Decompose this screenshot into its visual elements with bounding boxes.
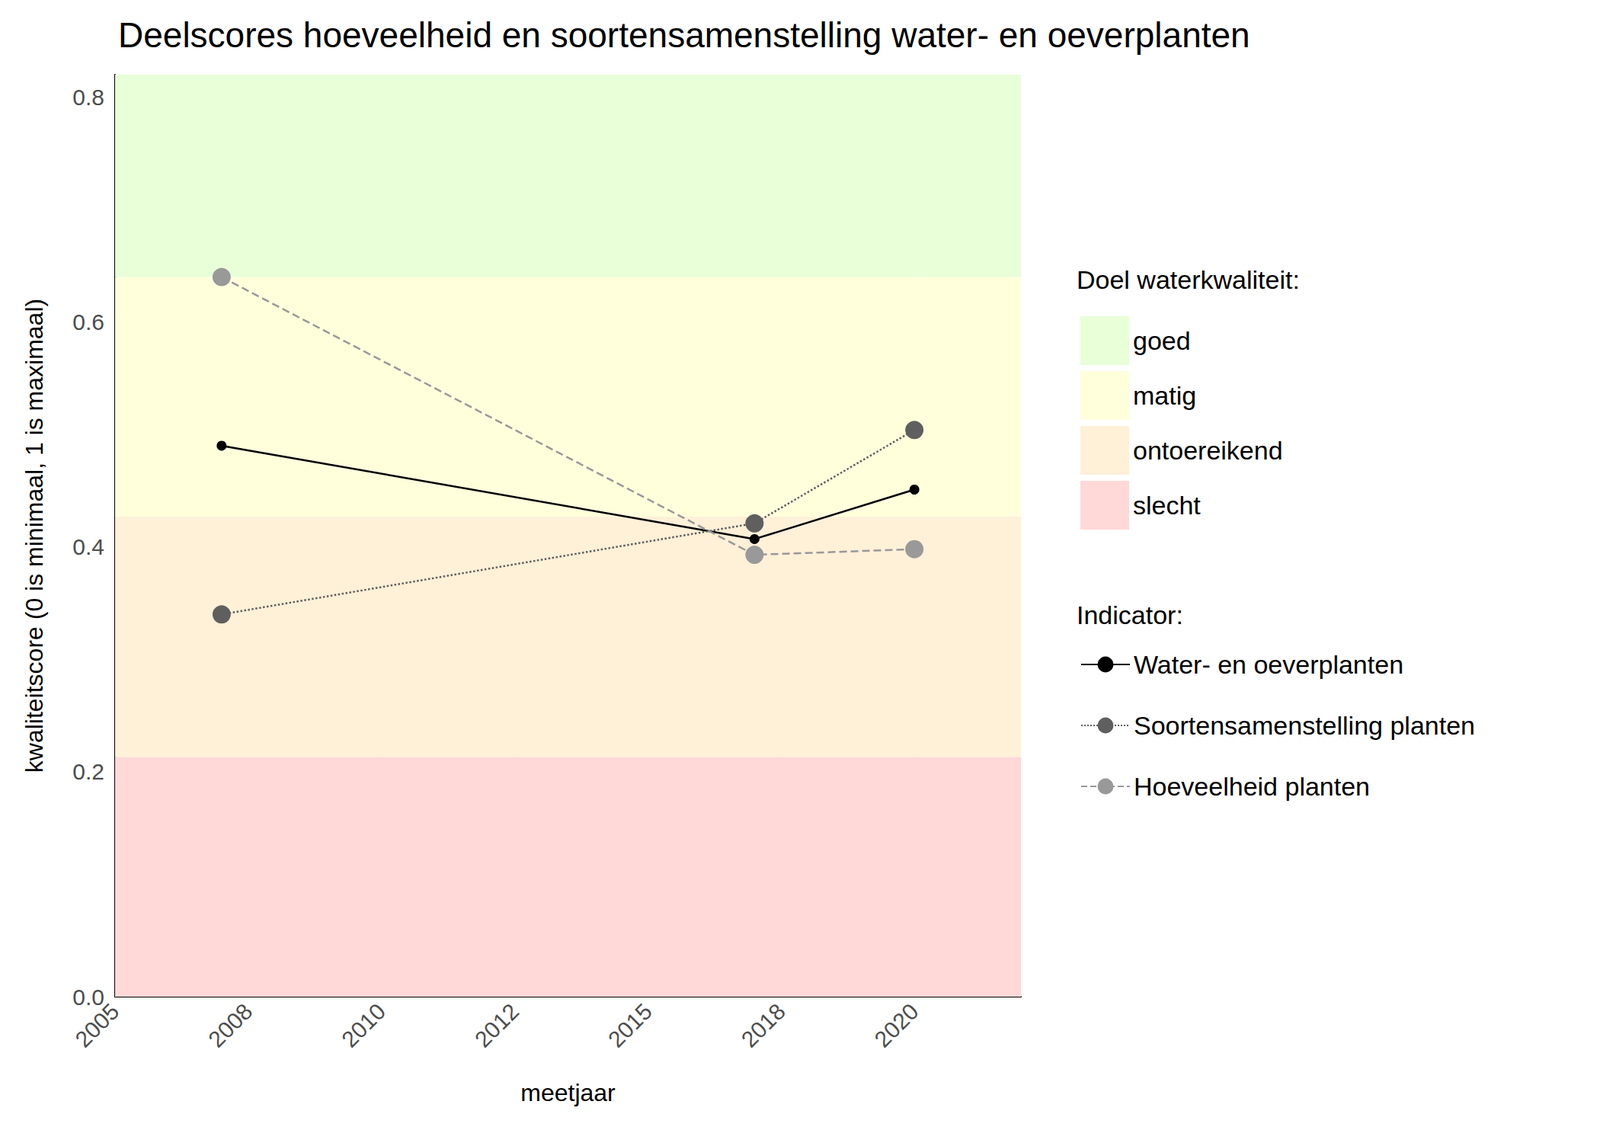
svg-text:kwaliteitscore (0 is minimaal,: kwaliteitscore (0 is minimaal, 1 is maxi… <box>20 298 48 773</box>
svg-text:2020: 2020 <box>869 998 924 1053</box>
svg-text:Indicator:: Indicator: <box>1076 600 1184 630</box>
svg-text:0.0: 0.0 <box>72 984 105 1010</box>
svg-text:Doel waterkwaliteit:: Doel waterkwaliteit: <box>1076 265 1300 295</box>
svg-text:Hoeveelheid planten: Hoeveelheid planten <box>1133 771 1370 801</box>
svg-text:Deelscores hoeveelheid en soor: Deelscores hoeveelheid en soortensamenst… <box>118 15 1251 55</box>
svg-text:2018: 2018 <box>736 998 791 1053</box>
svg-text:matig: matig <box>1132 380 1197 410</box>
svg-text:0.2: 0.2 <box>72 758 105 784</box>
svg-text:Soortensamenstelling planten: Soortensamenstelling planten <box>1133 710 1476 740</box>
svg-text:0.8: 0.8 <box>72 84 105 110</box>
svg-text:meetjaar: meetjaar <box>520 1078 616 1107</box>
svg-text:2010: 2010 <box>336 998 391 1053</box>
svg-text:2012: 2012 <box>470 998 525 1053</box>
svg-text:ontoereikend: ontoereikend <box>1132 435 1284 465</box>
svg-text:2005: 2005 <box>70 998 125 1053</box>
svg-text:slecht: slecht <box>1132 490 1201 520</box>
svg-text:2015: 2015 <box>603 998 658 1053</box>
svg-text:0.6: 0.6 <box>72 309 105 335</box>
svg-text:goed: goed <box>1132 326 1191 356</box>
svg-text:Water- en oeverplanten: Water- en oeverplanten <box>1133 649 1404 679</box>
svg-text:2008: 2008 <box>203 998 258 1053</box>
svg-text:0.4: 0.4 <box>72 534 105 560</box>
